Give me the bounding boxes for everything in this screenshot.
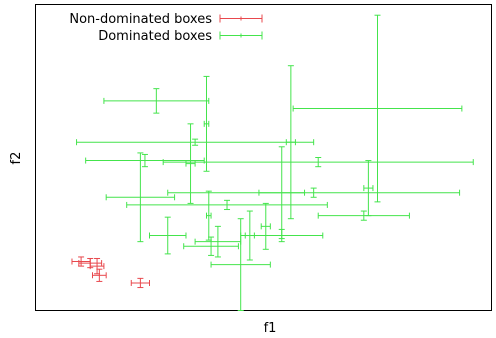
error-bar-point [167,187,461,198]
error-bar-point [292,14,463,203]
error-bar-point [103,88,210,114]
legend-label-dominated: Dominated boxes [98,29,212,44]
error-bar-point [363,160,374,217]
error-bar-point [126,199,328,211]
legend-swatch-non-dominated [219,14,263,23]
error-bar-point [89,257,105,275]
legend-swatch-dominated [219,31,263,40]
error-bar-point [76,138,315,146]
series-layer [71,14,474,311]
error-bar-point [162,157,474,168]
error-bar-point [260,202,271,250]
error-bar-point [210,218,271,311]
legend-label-non-dominated: Non-dominated boxes [69,12,212,27]
y-axis-label: f2 [9,152,24,165]
error-bar-point [183,236,239,256]
series-dominated [76,14,474,311]
series-non-dominated [71,256,150,289]
error-bar-point [203,75,210,172]
error-bar-point [105,152,176,243]
error-bar-point [317,210,410,221]
plot-area [35,4,492,311]
x-axis-label: f1 [264,321,277,336]
legend-entry-non-dominated: Non-dominated boxes [69,12,263,27]
legend: Non-dominated boxes Dominated boxes [69,12,263,44]
error-bar-point [185,123,196,204]
error-bar-point [92,268,107,282]
error-bar-point [130,277,150,289]
plot-frame [35,4,492,311]
error-bar-point [149,216,187,255]
legend-entry-dominated: Dominated boxes [98,29,263,44]
